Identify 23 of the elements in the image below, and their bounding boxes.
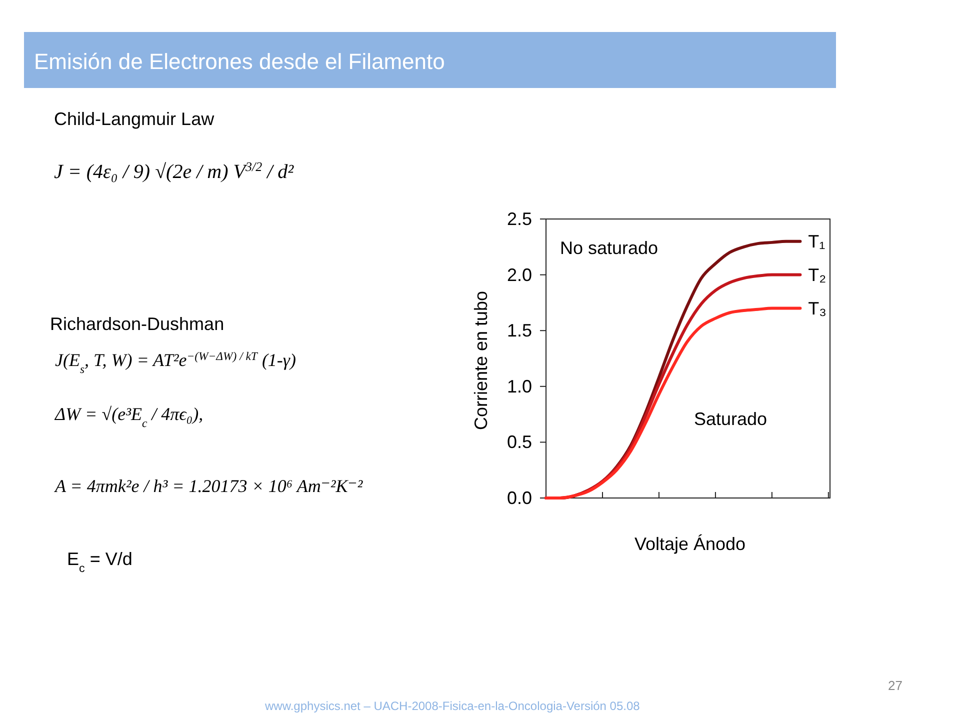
- text: 27: [888, 678, 902, 693]
- x-axis-title: Voltaje Ánodo: [634, 534, 746, 554]
- y-tick-label: 1.0: [506, 376, 532, 396]
- text: Child-Langmuir Law: [54, 109, 216, 129]
- series-label: T₁: [808, 231, 826, 252]
- text: Emisión de Electrones desde el Filamento: [34, 49, 445, 74]
- text: www.gphysics.net – UACH-2008-Fisica-en-la-Oncologia-Versión 05.08: [264, 699, 640, 713]
- annotation: No saturado: [560, 238, 658, 258]
- text: J = (4ε₀ / 9) √(2e / m) V$^{3/2}$ / d²: [54, 158, 295, 183]
- y-tick-label: 0.5: [506, 432, 532, 452]
- series-label: T₂: [808, 264, 826, 285]
- text: A = 4πmk²e / h³ = 1.20173 × 10⁶ Am⁻²K⁻²: [54, 476, 364, 496]
- text: E$_{c}$ = V/d: [67, 549, 132, 574]
- text: ΔW = √(e³E$_{c}$ / 4πϵ₀),: [54, 404, 204, 430]
- y-tick-label: 1.5: [506, 320, 532, 341]
- text: Richardson-Dushman: [50, 314, 224, 334]
- y-tick-label: 2.0: [506, 264, 532, 285]
- series-label: T₃: [808, 298, 827, 318]
- y-tick-label: 0.0: [506, 488, 532, 508]
- y-axis-title: Corriente en tubo: [471, 290, 491, 430]
- y-tick-label: 2.5: [506, 209, 532, 229]
- text: J(E$_{s}$, T, W) = AT²e$^{−(W−ΔW) / kT}$ (1-γ): [55, 350, 296, 376]
- annotation: Saturado: [694, 409, 768, 429]
